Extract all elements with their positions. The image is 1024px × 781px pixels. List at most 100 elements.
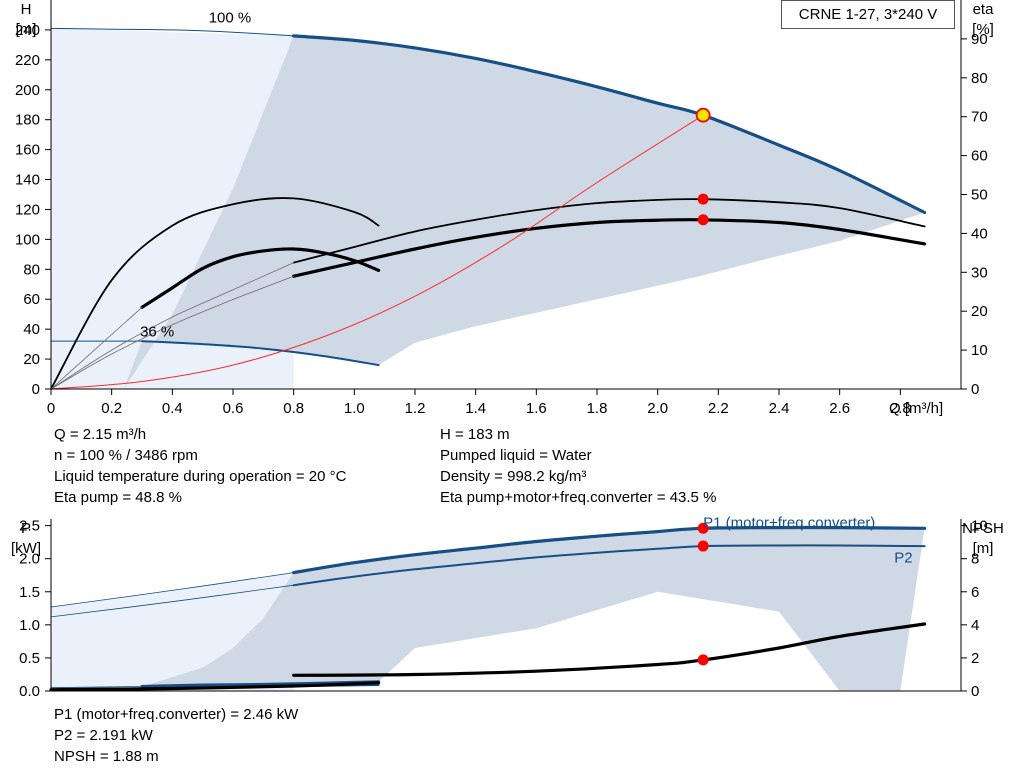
info-pumped-liquid: Pumped liquid = Water — [440, 447, 592, 464]
info-liquid-temperature: Liquid temperature during operation = 20… — [54, 468, 347, 485]
y-tick-label-right: 30 — [971, 264, 988, 281]
plot-area-0 — [50, 27, 927, 390]
curve-label: P1 (motor+freq.converter) — [703, 514, 875, 531]
y-tick-label-right: 20 — [971, 303, 988, 320]
duty-point-marker — [697, 214, 709, 226]
y-tick-label-left: 60 — [23, 291, 40, 308]
y-tick-label-left: 0.0 — [19, 683, 40, 700]
title-box-frame — [781, 0, 955, 29]
series-line-p-fade — [50, 686, 143, 689]
x-tick-label: 0.2 — [101, 400, 122, 417]
series-line-p2 — [292, 544, 926, 587]
title-box: CRNE 1-27, 3*240 V — [781, 0, 955, 29]
x-tick-label: 0.6 — [223, 400, 244, 417]
chart-panel-0: 0 20 40 60 80 100 120 140 160 180 200 220 240 0 10 20 30… — [15, 0, 994, 417]
series-line-p-fade — [50, 584, 295, 618]
chart-panel-1: 0.0 0.5 1.0 1.5 2.0 2.5 0 2 4 6 8 10 P [kW] NPSH [m] P1 … — [11, 514, 1004, 700]
info-eta-total: Eta pump+motor+freq.converter = 43.5 % — [440, 489, 717, 506]
duty-point-marker — [697, 540, 709, 552]
y-tick-label-right: 50 — [971, 187, 988, 204]
y-tick-label-right: 2 — [971, 650, 979, 667]
y-tick-label-left: 80 — [23, 261, 40, 278]
y-tick-label-left: 180 — [15, 112, 40, 129]
y-axis-label-left-unit: [m] — [16, 21, 37, 38]
x-tick-label: 2.8 — [890, 400, 911, 417]
x-tick-label: 0.8 — [283, 400, 304, 417]
y-tick-label-left: 160 — [15, 142, 40, 159]
plot-area-1 — [49, 522, 927, 692]
y-tick-label-left: 140 — [15, 172, 40, 189]
y-axis-label-left-symbol: P — [21, 520, 31, 537]
x-tick-label: 2.0 — [647, 400, 668, 417]
info-density: Density = 998.2 kg/m³ — [440, 468, 587, 485]
y-tick-label-left: 1.5 — [19, 584, 40, 601]
x-tick-label: 1.8 — [587, 400, 608, 417]
y-tick-label-left: 2.0 — [19, 551, 40, 568]
x-tick-label: 0.4 — [162, 400, 183, 417]
series-line-eta-thin — [292, 198, 926, 264]
info-eta-pump: Eta pump = 48.8 % — [54, 489, 182, 506]
info-flow: Q = 2.15 m³/h — [54, 426, 147, 443]
y-tick-label-right: 40 — [971, 225, 988, 242]
x-tick-label: 1.6 — [526, 400, 547, 417]
y-tick-label-left: 2.5 — [19, 518, 40, 535]
series-line-p-fade — [50, 572, 295, 608]
y-tick-label-right: 0 — [971, 683, 979, 700]
y-tick-label-left: 20 — [23, 351, 40, 368]
series-line-eta-thick — [292, 218, 927, 278]
series-line-100- — [292, 34, 927, 215]
y-tick-label-right: 6 — [971, 584, 979, 601]
y-tick-label-right: 10 — [971, 342, 988, 359]
x-tick-label: 1.0 — [344, 400, 365, 417]
speed-label-100: 100 % — [209, 9, 252, 26]
y-axis-label-left-unit: [kW] — [11, 540, 41, 557]
x-tick-label: 1.2 — [405, 400, 426, 417]
y-axis-label-left-symbol: H — [21, 1, 32, 18]
y-tick-label-left: 120 — [15, 201, 40, 218]
duty-info-left: Q = 2.15 m³/h n = 100 % / 3486 rpm Liqui… — [54, 424, 346, 508]
info-p2: P2 = 2.191 kW — [54, 727, 153, 744]
duty-point-marker — [697, 654, 709, 666]
series-line-head-extension — [50, 27, 295, 37]
info-npsh: NPSH = 1.88 m — [54, 748, 159, 765]
y-tick-label-left: 40 — [23, 321, 40, 338]
x-axis-label: Q [m³/h] — [889, 400, 943, 417]
series-line-36- — [141, 340, 380, 367]
x-tick-label: 2.6 — [829, 400, 850, 417]
duty-point-marker — [697, 193, 709, 205]
y-tick-label-left: 0.5 — [19, 650, 40, 667]
curve-label: P2 — [894, 549, 912, 566]
y-tick-label-left: 220 — [15, 52, 40, 69]
y-tick-label-left: 100 — [15, 231, 40, 248]
y-tick-label-right: 8 — [971, 551, 979, 568]
series-line-p1-low — [140, 680, 381, 688]
x-tick-label: 0 — [47, 400, 55, 417]
series-line-eta-thick — [140, 247, 381, 309]
y-tick-label-left: 1.0 — [19, 617, 40, 634]
y-tick-label-right: 60 — [971, 148, 988, 165]
y-tick-label-left: 0 — [32, 381, 40, 398]
info-speed: n = 100 % / 3486 rpm — [54, 447, 198, 464]
duty-info-right: H = 183 m Pumped liquid = Water Density … — [440, 424, 716, 508]
y-tick-label-right: 4 — [971, 617, 979, 634]
series-line-eta-fade — [50, 306, 143, 390]
title-text: CRNE 1-27, 3*240 V — [799, 6, 937, 23]
y-tick-label-right: 10 — [971, 518, 988, 535]
x-tick-label: 2.4 — [769, 400, 790, 417]
series-line-npsh — [49, 681, 381, 692]
series-line-system — [50, 114, 704, 390]
series-line-eta-fade — [50, 275, 295, 390]
y-axis-label-right-symbol: NPSH — [962, 520, 1004, 537]
y-axis-label-right-symbol: eta — [973, 1, 995, 18]
y-tick-label-right: 0 — [971, 381, 979, 398]
duty-point-marker — [697, 522, 709, 534]
info-p1: P1 (motor+freq.converter) = 2.46 kW — [54, 706, 299, 723]
y-axis-label-right-unit: [%] — [972, 21, 994, 38]
speed-label-36: 36 % — [140, 324, 174, 341]
y-tick-label-right: 70 — [971, 109, 988, 126]
duty-point-head — [695, 107, 711, 123]
x-tick-label: 1.4 — [465, 400, 486, 417]
band-dark — [135, 527, 925, 691]
y-tick-label-left: 200 — [15, 82, 40, 99]
